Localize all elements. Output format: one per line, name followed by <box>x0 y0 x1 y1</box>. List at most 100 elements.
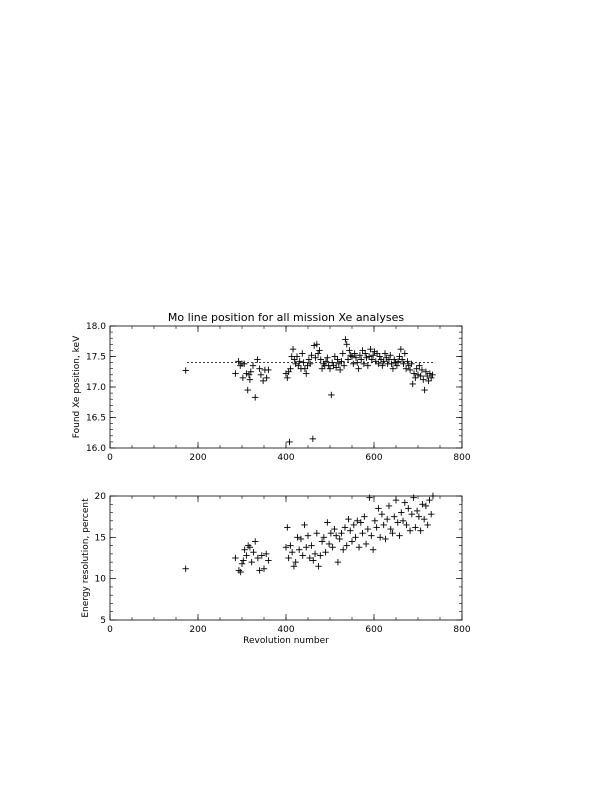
y-tick-label: 17.0 <box>86 383 106 393</box>
data-point <box>341 524 349 531</box>
y-tick-label: 15 <box>95 533 106 543</box>
data-point <box>422 502 430 510</box>
data-point <box>369 546 377 553</box>
data-point <box>301 365 309 372</box>
data-point <box>369 352 377 359</box>
data-point <box>324 519 331 526</box>
data-point <box>365 353 373 360</box>
data-point <box>392 496 400 504</box>
data-point <box>249 362 257 369</box>
data-point <box>232 554 239 562</box>
data-point <box>408 360 415 368</box>
data-point <box>315 563 322 570</box>
data-point <box>367 345 374 353</box>
x-tick-label: 800 <box>453 453 470 463</box>
data-point <box>182 565 189 572</box>
data-point <box>320 534 328 541</box>
data-point <box>299 350 306 357</box>
data-point <box>244 542 252 549</box>
data-point <box>250 549 257 556</box>
data-point <box>317 356 324 363</box>
data-point <box>352 354 360 361</box>
data-point <box>303 544 310 551</box>
data-point <box>258 552 265 559</box>
data-point <box>401 499 408 506</box>
data-point <box>384 515 391 523</box>
data-point <box>396 353 403 360</box>
data-point <box>309 435 317 443</box>
data-point <box>247 368 254 375</box>
x-tick-label: 400 <box>277 625 294 635</box>
chart-title: Mo line position for all mission Xe anal… <box>168 311 404 324</box>
data-point <box>350 521 357 529</box>
data-point <box>400 360 407 368</box>
data-point <box>350 360 357 368</box>
data-point <box>322 358 330 365</box>
data-point <box>420 515 428 523</box>
data-point <box>360 360 368 368</box>
data-point <box>332 364 340 371</box>
y-tick-label: 16.0 <box>86 444 106 454</box>
data-point <box>364 525 372 533</box>
data-point <box>306 554 313 562</box>
data-point <box>301 521 308 529</box>
data-point <box>294 534 301 541</box>
data-point <box>336 366 344 374</box>
data-point <box>389 365 397 372</box>
data-point <box>387 352 394 359</box>
data-point <box>257 371 265 378</box>
data-point <box>373 350 381 357</box>
data-point <box>363 354 370 361</box>
data-point <box>376 353 383 360</box>
data-point <box>391 513 398 520</box>
data-point <box>343 542 350 549</box>
data-point <box>252 538 259 545</box>
data-point <box>368 356 375 363</box>
data-point <box>292 558 299 566</box>
data-point <box>351 350 358 357</box>
data-point <box>265 366 272 374</box>
data-point <box>416 362 423 369</box>
data-point <box>254 554 262 562</box>
data-point <box>284 374 291 382</box>
data-point <box>393 362 401 369</box>
data-point <box>338 358 345 365</box>
x-tick-label: 400 <box>277 453 294 463</box>
data-point <box>254 356 261 363</box>
data-point <box>326 365 334 372</box>
data-point <box>338 530 345 537</box>
data-point <box>412 374 419 382</box>
data-point <box>256 365 263 372</box>
data-point <box>327 530 335 537</box>
data-point <box>371 517 379 524</box>
y-tick-label: 16.5 <box>86 414 106 424</box>
data-point <box>312 354 319 361</box>
data-point <box>413 365 420 372</box>
data-point <box>399 517 407 524</box>
data-point <box>325 540 333 548</box>
data-point <box>235 358 242 365</box>
data-point <box>391 356 398 363</box>
data-point <box>424 521 431 529</box>
data-point <box>376 534 384 541</box>
data-point <box>287 365 294 372</box>
data-point <box>256 567 263 574</box>
data-point <box>340 362 348 369</box>
data-point <box>263 374 270 382</box>
axis-ticks: 0 200 400 600 800 5 10 15 20 <box>95 492 471 635</box>
data-point <box>428 374 435 382</box>
data-point <box>287 542 294 549</box>
data-point <box>378 510 386 518</box>
data-point <box>403 521 410 529</box>
data-point <box>358 356 365 363</box>
data-point <box>348 353 356 360</box>
data-point <box>347 352 354 359</box>
data-points <box>182 336 436 446</box>
data-point <box>246 376 254 383</box>
bottom-panel: 0 200 400 600 800 5 10 15 20 Revolution number E… <box>81 492 471 646</box>
data-point <box>418 366 426 374</box>
data-point <box>244 386 251 394</box>
data-point <box>412 524 419 531</box>
data-point <box>324 354 331 361</box>
